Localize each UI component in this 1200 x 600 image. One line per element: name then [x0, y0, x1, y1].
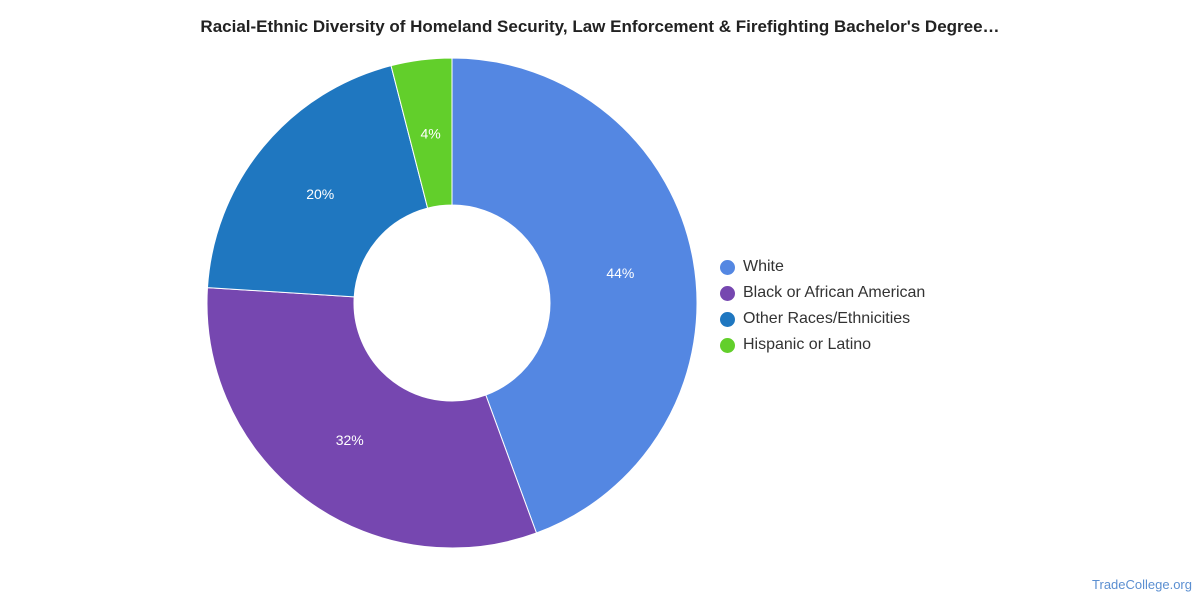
legend-item-black-or-african-american[interactable]: Black or African American: [720, 280, 925, 306]
slice-label-other-races-ethnicities: 20%: [306, 186, 334, 202]
slice-label-black-or-african-american: 32%: [336, 432, 364, 448]
slice-label-hispanic-or-latino: 4%: [420, 125, 440, 141]
legend-label-other-races-ethnicities: Other Races/Ethnicities: [743, 310, 911, 327]
source-link[interactable]: TradeCollege.org: [1092, 577, 1192, 592]
legend-label-hispanic-or-latino: Hispanic or Latino: [743, 336, 872, 353]
legend-swatch-other-races-ethnicities: [720, 311, 735, 327]
legend-swatch-black-or-african-american: [720, 285, 735, 301]
legend-label-black-or-african-american: Black or African American: [743, 284, 926, 301]
slice-hispanic-or-latino[interactable]: [390, 57, 453, 209]
legend-label-white: White: [743, 258, 784, 275]
legend-swatch-hispanic-or-latino: [720, 337, 735, 353]
legend-item-white[interactable]: White: [720, 254, 925, 280]
legend: White Black or African American Other Ra…: [720, 254, 925, 358]
slice-label-white: 44%: [606, 265, 634, 281]
legend-item-other-races-ethnicities[interactable]: Other Races/Ethnicities: [720, 306, 925, 332]
legend-item-hispanic-or-latino[interactable]: Hispanic or Latino: [720, 332, 925, 358]
chart-title: Racial-Ethnic Diversity of Homeland Secu…: [200, 17, 1000, 36]
slice-white[interactable]: [451, 57, 698, 534]
slice-other-races-ethnicities[interactable]: [206, 65, 429, 298]
legend-swatch-white: [720, 259, 735, 275]
slice-black-or-african-american[interactable]: [206, 287, 538, 549]
